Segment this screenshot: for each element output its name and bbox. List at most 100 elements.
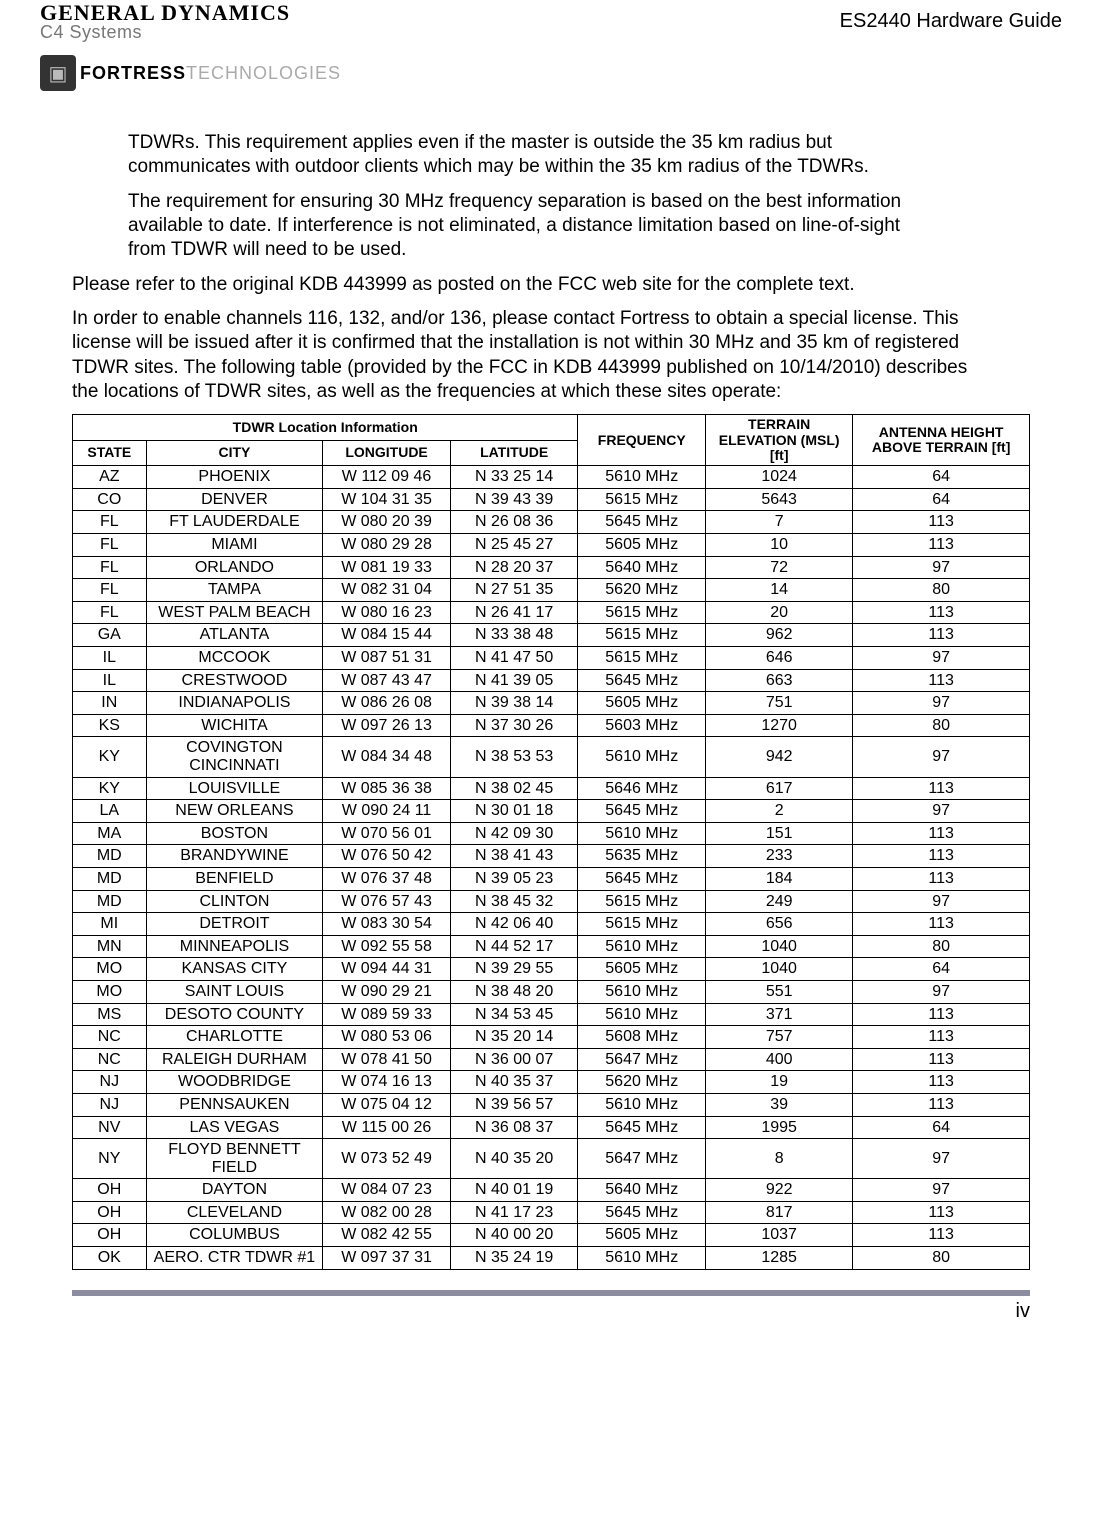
table-cell: N 38 41 43: [450, 845, 578, 868]
table-cell: 5647 MHz: [578, 1048, 706, 1071]
table-cell: N 38 48 20: [450, 980, 578, 1003]
table-cell: KY: [73, 737, 147, 777]
table-cell: CHARLOTTE: [146, 1026, 323, 1049]
table-cell: 646: [706, 647, 853, 670]
table-cell: 5610 MHz: [578, 1003, 706, 1026]
th-city: CITY: [146, 440, 323, 466]
table-cell: KS: [73, 714, 147, 737]
table-row: FLWEST PALM BEACHW 080 16 23N 26 41 1756…: [73, 601, 1030, 624]
th-main: TDWR Location Information: [73, 415, 578, 441]
table-cell: 80: [853, 714, 1030, 737]
table-cell: N 39 43 39: [450, 488, 578, 511]
table-cell: COLUMBUS: [146, 1224, 323, 1247]
table-cell: 97: [853, 692, 1030, 715]
tdwr-table: TDWR Location Information FREQUENCY TERR…: [72, 414, 1030, 1270]
table-cell: 97: [853, 890, 1030, 913]
table-cell: N 38 53 53: [450, 737, 578, 777]
table-cell: MD: [73, 890, 147, 913]
table-cell: FLOYD BENNETT FIELD: [146, 1139, 323, 1179]
table-cell: FL: [73, 534, 147, 557]
table-cell: 113: [853, 534, 1030, 557]
table-row: NJPENNSAUKENW 075 04 12N 39 56 575610 MH…: [73, 1093, 1030, 1116]
table-cell: 5647 MHz: [578, 1139, 706, 1179]
table-cell: W 082 31 04: [323, 579, 451, 602]
table-cell: N 40 35 20: [450, 1139, 578, 1179]
table-cell: 5645 MHz: [578, 1201, 706, 1224]
table-cell: W 090 24 11: [323, 800, 451, 823]
table-row: FLORLANDOW 081 19 33N 28 20 375640 MHz72…: [73, 556, 1030, 579]
fortress-logo: ▣ FORTRESSTECHNOLOGIES: [40, 55, 341, 91]
table-cell: 5610 MHz: [578, 980, 706, 1003]
table-row: OHCOLUMBUSW 082 42 55N 40 00 205605 MHz1…: [73, 1224, 1030, 1247]
table-cell: 97: [853, 980, 1030, 1003]
table-row: NCRALEIGH DURHAMW 078 41 50N 36 00 07564…: [73, 1048, 1030, 1071]
table-row: OHCLEVELANDW 082 00 28N 41 17 235645 MHz…: [73, 1201, 1030, 1224]
table-cell: CLINTON: [146, 890, 323, 913]
table-cell: 5615 MHz: [578, 890, 706, 913]
table-cell: 922: [706, 1179, 853, 1202]
table-cell: KANSAS CITY: [146, 958, 323, 981]
table-cell: W 112 09 46: [323, 466, 451, 489]
doc-title: ES2440 Hardware Guide: [840, 0, 1062, 33]
table-cell: 5646 MHz: [578, 777, 706, 800]
table-cell: MINNEAPOLIS: [146, 935, 323, 958]
table-cell: N 25 45 27: [450, 534, 578, 557]
table-cell: W 115 00 26: [323, 1116, 451, 1139]
table-cell: AERO. CTR TDWR #1: [146, 1247, 323, 1270]
table-cell: 72: [706, 556, 853, 579]
table-cell: N 36 08 37: [450, 1116, 578, 1139]
table-cell: IN: [73, 692, 147, 715]
table-cell: NC: [73, 1026, 147, 1049]
table-cell: 113: [853, 822, 1030, 845]
table-cell: 64: [853, 488, 1030, 511]
table-cell: NV: [73, 1116, 147, 1139]
table-cell: N 26 41 17: [450, 601, 578, 624]
table-cell: 2: [706, 800, 853, 823]
table-cell: 113: [853, 1071, 1030, 1094]
table-cell: N 35 20 14: [450, 1026, 578, 1049]
table-cell: N 26 08 36: [450, 511, 578, 534]
table-row: MIDETROITW 083 30 54N 42 06 405615 MHz65…: [73, 913, 1030, 936]
table-cell: W 090 29 21: [323, 980, 451, 1003]
table-cell: W 076 57 43: [323, 890, 451, 913]
th-ant: ANTENNA HEIGHT ABOVE TERRAIN [ft]: [853, 415, 1030, 466]
table-cell: W 087 43 47: [323, 669, 451, 692]
table-cell: 5640 MHz: [578, 556, 706, 579]
table-cell: 5608 MHz: [578, 1026, 706, 1049]
table-cell: 5603 MHz: [578, 714, 706, 737]
table-cell: 5615 MHz: [578, 624, 706, 647]
table-row: MNMINNEAPOLISW 092 55 58N 44 52 175610 M…: [73, 935, 1030, 958]
table-cell: IL: [73, 647, 147, 670]
table-cell: MD: [73, 867, 147, 890]
table-cell: PENNSAUKEN: [146, 1093, 323, 1116]
table-cell: N 30 01 18: [450, 800, 578, 823]
page-footer: iv: [0, 1290, 1102, 1343]
table-cell: 5605 MHz: [578, 692, 706, 715]
table-cell: 97: [853, 556, 1030, 579]
table-cell: DENVER: [146, 488, 323, 511]
table-cell: N 37 30 26: [450, 714, 578, 737]
table-cell: 97: [853, 1179, 1030, 1202]
table-cell: ORLANDO: [146, 556, 323, 579]
table-cell: N 39 38 14: [450, 692, 578, 715]
table-cell: MN: [73, 935, 147, 958]
table-cell: 113: [853, 867, 1030, 890]
table-cell: W 080 53 06: [323, 1026, 451, 1049]
table-row: MABOSTONW 070 56 01N 42 09 305610 MHz151…: [73, 822, 1030, 845]
table-cell: ATLANTA: [146, 624, 323, 647]
table-cell: 1285: [706, 1247, 853, 1270]
table-cell: 1024: [706, 466, 853, 489]
page-number: iv: [72, 1296, 1030, 1323]
table-cell: 113: [853, 1003, 1030, 1026]
table-cell: WICHITA: [146, 714, 323, 737]
table-cell: DAYTON: [146, 1179, 323, 1202]
table-row: LANEW ORLEANSW 090 24 11N 30 01 185645 M…: [73, 800, 1030, 823]
table-cell: W 084 15 44: [323, 624, 451, 647]
table-row: MDBRANDYWINEW 076 50 42N 38 41 435635 MH…: [73, 845, 1030, 868]
table-cell: NEW ORLEANS: [146, 800, 323, 823]
table-cell: 7: [706, 511, 853, 534]
table-cell: NC: [73, 1048, 147, 1071]
table-cell: N 42 09 30: [450, 822, 578, 845]
table-cell: 1270: [706, 714, 853, 737]
table-cell: OH: [73, 1224, 147, 1247]
